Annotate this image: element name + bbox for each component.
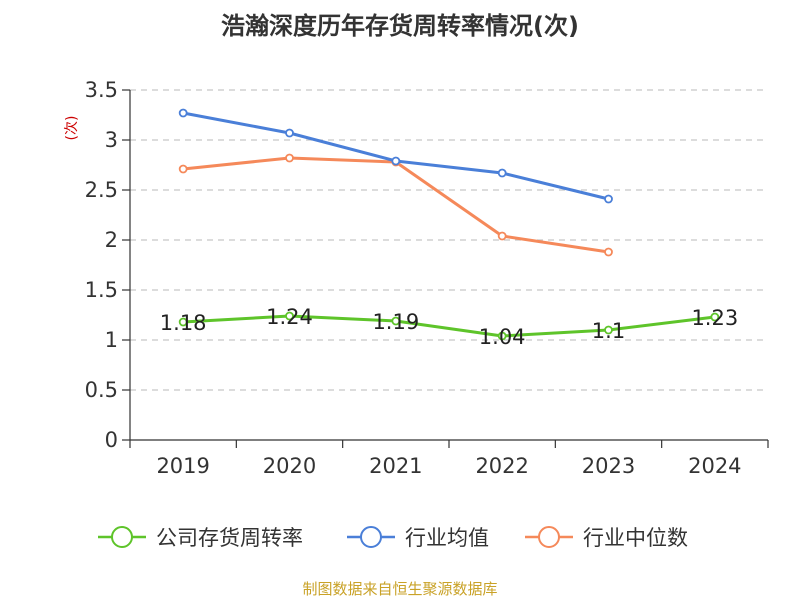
series-line-company [183,314,716,338]
data-label: 1.04 [479,325,526,349]
data-label: 1.18 [160,311,207,335]
source-note: 制图数据来自恒生聚源数据库 [302,580,498,598]
legend-marker [111,526,133,548]
x-tick-labels: 2019 2020 2021 2022 2023 2024 [156,454,741,478]
data-point-company [710,312,720,322]
data-point-industry_avg [178,108,188,118]
legend-marker [538,526,560,548]
legend-item-industry_avg[interactable]: 行业均值 [347,526,489,550]
data-label: 1.1 [592,319,625,343]
x-tick-label: 2024 [688,454,741,478]
data-label: 1.19 [372,310,419,334]
data-point-industry_avg [497,168,507,178]
y-tick-label: 0.5 [85,378,118,402]
data-point-company [178,317,188,327]
data-point-industry_median [285,153,294,163]
x-tick-label: 2019 [156,454,209,478]
y-tick-labels: 0 0.5 1 1.5 2 2.5 3 3.5 [85,78,118,452]
data-point-industry_avg [285,128,294,138]
legend-label: 行业均值 [405,526,489,550]
y-tick-label: 2.5 [85,178,118,202]
y-tick-label: 3 [105,128,118,152]
data-point-industry_avg [391,156,401,166]
legend-marker [360,526,382,548]
y-tick-label: 1 [105,328,118,352]
legend-item-company[interactable]: 公司存货周转率 [98,526,303,550]
data-point-company [497,331,507,341]
series-layer [178,108,720,341]
y-tick-label: 1.5 [85,278,118,302]
y-tick-label: 2 [105,228,118,252]
series-line-industry_median [183,156,609,254]
grid-lines [130,89,768,391]
data-label: 1.24 [266,305,313,329]
legend-label: 公司存货周转率 [156,526,303,550]
legend-item-industry_median[interactable]: 行业中位数 [525,526,688,550]
data-point-industry_avg [604,194,613,204]
x-tick-label: 2021 [369,454,422,478]
data-point-company [391,316,401,326]
legend: 公司存货周转率 行业均值 行业中位数 [98,526,688,550]
chart-title: 浩瀚深度历年存货周转率情况(次) [221,12,579,40]
y-tick-label: 3.5 [85,78,118,102]
x-tick-label: 2023 [582,454,635,478]
data-point-industry_median [497,231,507,241]
x-tick-label: 2020 [263,454,316,478]
x-tick-label: 2022 [475,454,528,478]
data-point-industry_median [178,164,188,174]
data-point-company [285,311,294,321]
data-point-industry_median [604,247,613,257]
axes [122,89,769,448]
y-tick-label: 0 [105,428,118,452]
y-axis-label: (次) [64,116,80,141]
data-label: 1.23 [691,306,738,330]
data-point-company [604,325,613,335]
legend-label: 行业中位数 [583,526,688,550]
data-labels: 1.18 1.24 1.19 1.04 1.1 1.23 [160,305,738,349]
series-line-industry_avg [182,111,609,201]
